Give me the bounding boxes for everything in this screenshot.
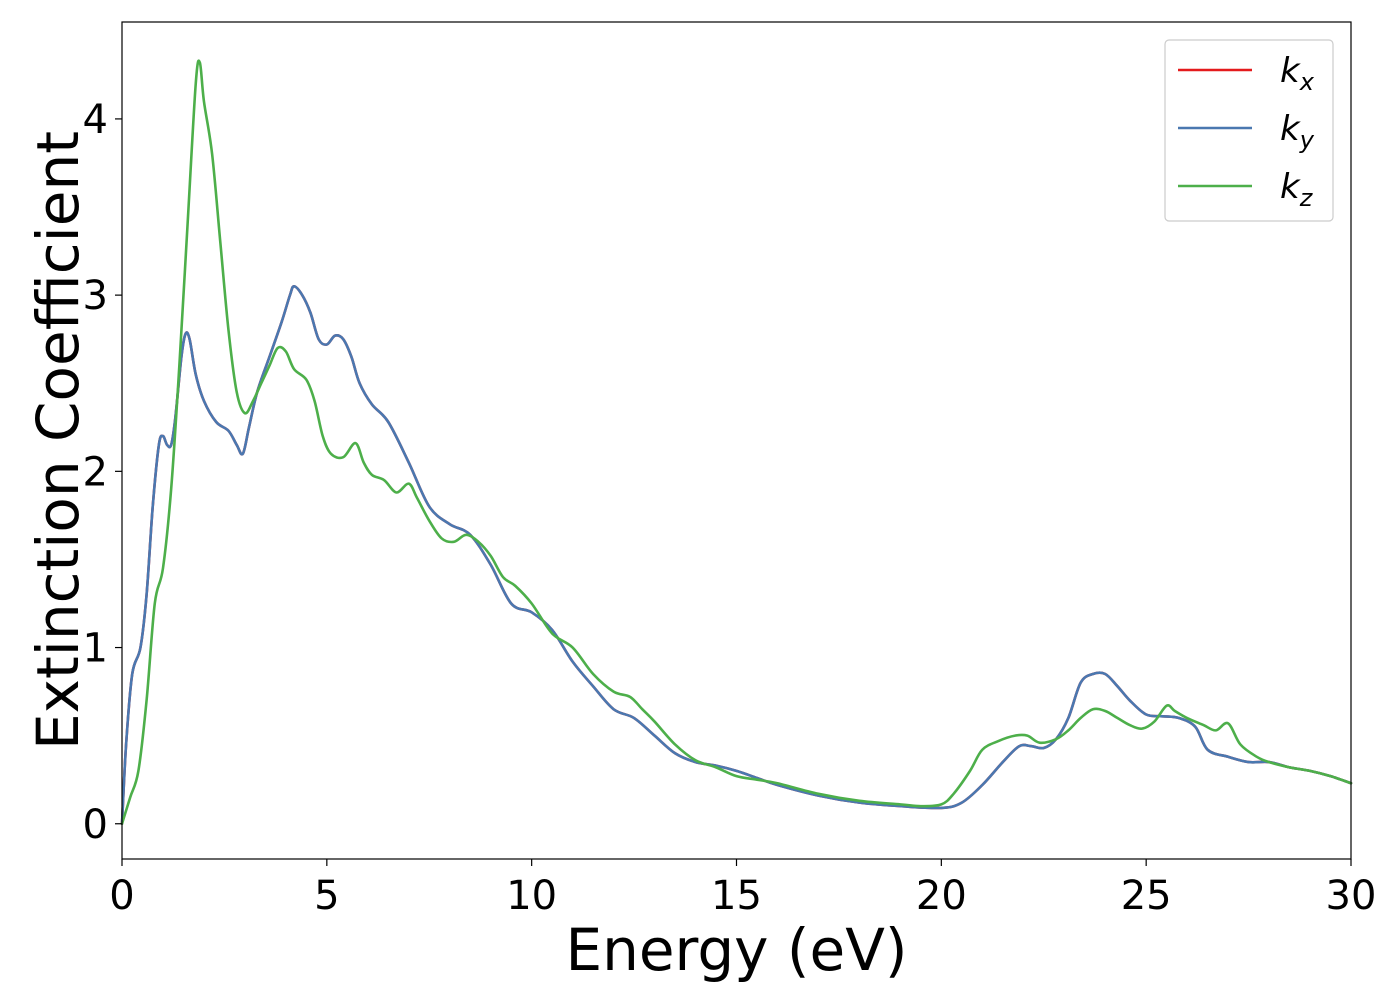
x-tick-label: 5 [314, 873, 339, 919]
legend-subscript: x [1299, 68, 1315, 96]
x-axis-ticks: 0 5 10 15 20 25 30 [109, 859, 1376, 919]
y-tick-label: 1 [83, 626, 108, 672]
legend-label-kx: kx [1280, 51, 1315, 96]
y-tick-label: 2 [83, 449, 108, 495]
y-axis-label: Extinction Coefficient [24, 131, 92, 750]
legend-subscript: y [1299, 126, 1315, 154]
x-tick-label: 30 [1326, 873, 1377, 919]
x-axis-label: Energy (eV) [565, 916, 907, 984]
x-tick-label: 25 [1121, 873, 1172, 919]
y-tick-label: 0 [83, 802, 108, 848]
series-line-ky [120, 285, 1353, 826]
x-tick-label: 0 [109, 873, 134, 919]
legend-box [1164, 39, 1334, 222]
y-tick-label: 3 [83, 273, 108, 319]
x-tick-label: 15 [711, 873, 762, 919]
y-axis-ticks: 0 1 2 3 4 [83, 97, 122, 848]
series-layer [120, 59, 1353, 826]
legend-subscript: z [1299, 184, 1314, 212]
y-tick-label: 4 [83, 97, 108, 143]
legend-label-ky: ky [1280, 109, 1315, 154]
series-line-kz [120, 59, 1353, 826]
x-tick-label: 10 [506, 873, 557, 919]
x-tick-label: 20 [916, 873, 967, 919]
